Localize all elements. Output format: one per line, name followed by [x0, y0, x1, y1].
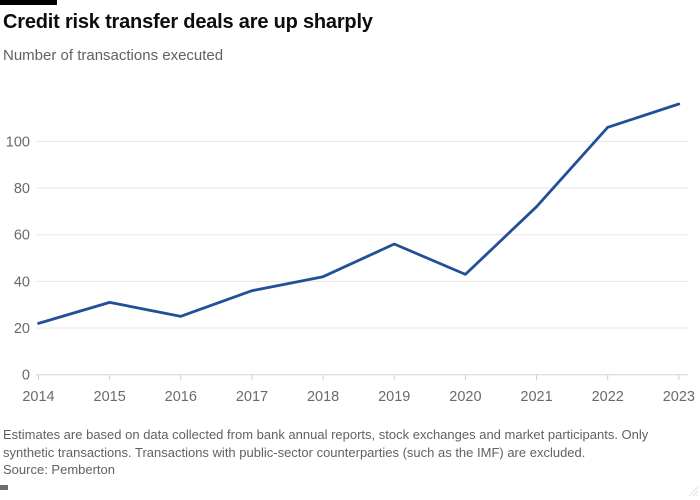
x-tick-label: 2019: [378, 389, 410, 405]
footnote-line-1: Estimates are based on data collected fr…: [3, 427, 649, 442]
source-label: Source: Pemberton: [3, 462, 116, 477]
footnote-block: Estimates are based on data collected fr…: [3, 426, 697, 479]
y-tick-label: 40: [14, 274, 30, 290]
data-line: [37, 102, 681, 325]
line-chart: 0 20 40 60 80 100 2014 2015 2016 2017 2018 2019 2020…: [0, 85, 700, 415]
y-tick-label: 60: [14, 228, 30, 244]
x-tick-label: 2016: [165, 389, 197, 405]
bottom-left-mark: [0, 485, 8, 490]
y-tick-label: 100: [6, 134, 30, 150]
chart-title: Credit risk transfer deals are up sharpl…: [3, 11, 373, 33]
footnote-line-2: synthetic transactions. Transactions wit…: [3, 444, 586, 460]
x-tick-label: 2023: [663, 389, 695, 405]
ft-accent-bar: [0, 0, 57, 5]
y-tick-label: 0: [22, 368, 30, 384]
x-tick-label: 2018: [307, 389, 339, 405]
x-tick-label: 2017: [236, 389, 268, 405]
y-tick-label: 80: [14, 181, 30, 197]
x-tick-label: 2020: [449, 389, 481, 405]
line-chart-canvas: 0 20 40 60 80 100 2014 2015 2016 2017 2018 2019 2020…: [6, 102, 695, 405]
x-tick-label: 2021: [520, 389, 552, 405]
x-tick-label: 2014: [22, 389, 54, 405]
x-tick-label: 2015: [94, 389, 126, 405]
resize-grip-icon[interactable]: [683, 481, 699, 497]
x-tick-label: 2022: [592, 389, 624, 405]
y-tick-label: 20: [14, 321, 30, 337]
chart-subtitle: Number of transactions executed: [3, 47, 224, 64]
